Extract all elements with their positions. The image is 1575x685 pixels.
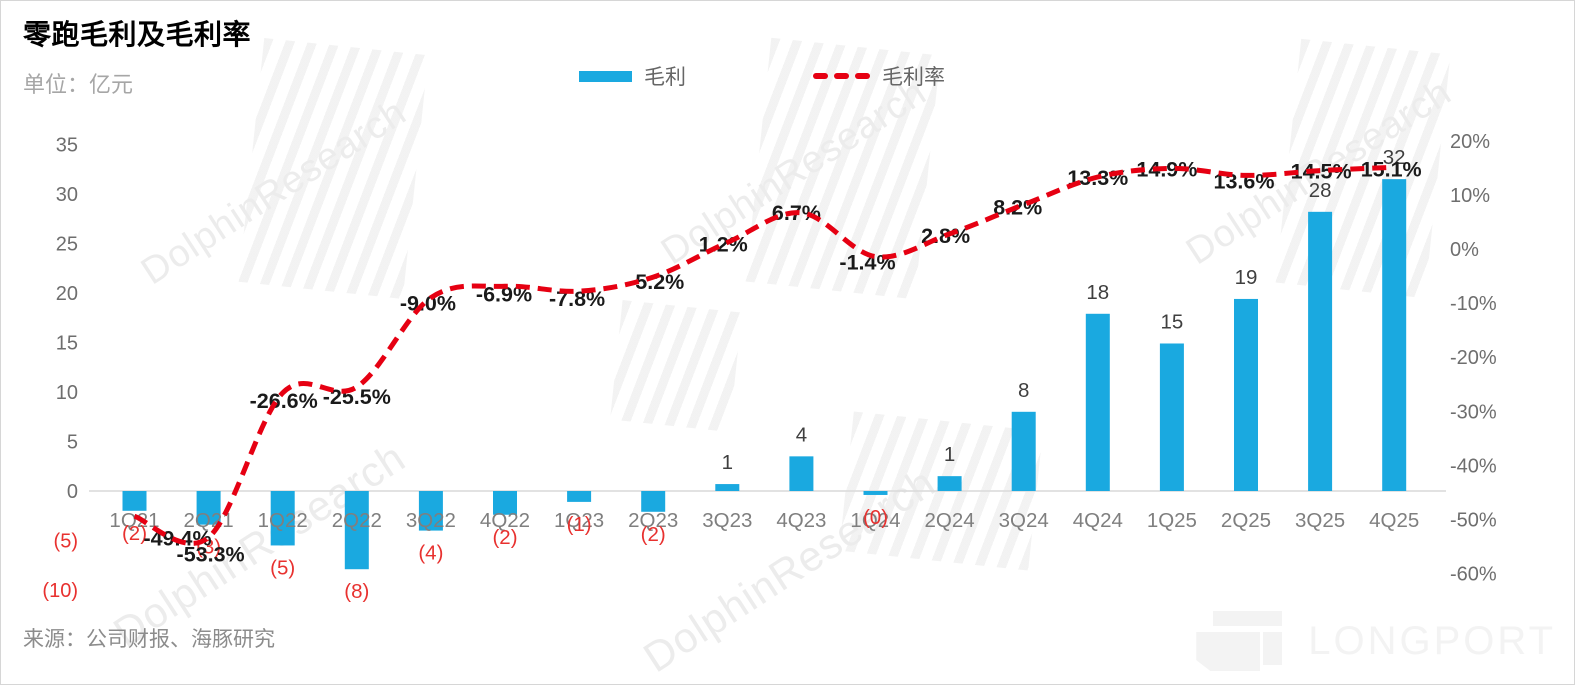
margin-label-1Q23: -7.8% <box>549 287 605 311</box>
left-axis-tick: 35 <box>56 135 78 157</box>
right-axis-tick: -30% <box>1450 401 1497 423</box>
legend-item-gross-margin: 毛利率 <box>813 61 945 91</box>
left-axis-tick: 0 <box>67 481 78 503</box>
bar-label-2Q22: (8) <box>344 580 369 603</box>
x-tick-2Q25: 2Q25 <box>1221 509 1271 532</box>
bar-label-4Q22: (2) <box>492 526 517 549</box>
x-tick-1Q23: 1Q23 <box>554 509 604 532</box>
bar-4Q25 <box>1382 179 1407 491</box>
x-tick-3Q24: 3Q24 <box>999 509 1049 532</box>
right-axis-tick: 0% <box>1450 239 1479 261</box>
bar-3Q22 <box>418 491 443 531</box>
right-axis-tick: -40% <box>1450 455 1497 477</box>
left-axis-tick: 10 <box>56 382 78 404</box>
x-tick-2Q23: 2Q23 <box>628 509 678 532</box>
left-axis-tick: 25 <box>56 234 78 256</box>
x-tick-1Q22: 1Q22 <box>258 509 308 532</box>
bar-1Q25 <box>1159 343 1184 491</box>
bar-series-swatch <box>579 70 632 82</box>
bar-1Q23 <box>567 491 592 502</box>
x-tick-2Q21: 2Q21 <box>184 509 234 532</box>
bar-3Q24 <box>1011 411 1036 491</box>
x-tick-1Q21: 1Q21 <box>109 509 159 532</box>
gross-margin-line <box>133 164 1395 546</box>
margin-label-2Q21: -53.3% <box>177 542 245 566</box>
bar-label-1Q23: (1) <box>567 513 592 536</box>
bar-label-1Q21: (2) <box>122 522 147 545</box>
line-series-swatch <box>813 73 870 79</box>
x-tick-2Q22: 2Q22 <box>332 509 382 532</box>
left-axis-tick: 20 <box>56 283 78 305</box>
left-axis-tick: (10) <box>42 580 78 602</box>
bar-label-1Q25: 15 <box>1160 310 1183 333</box>
unit-label: 单位：亿元 <box>23 72 134 97</box>
right-axis-tick: -10% <box>1450 293 1497 315</box>
bar-2Q25 <box>1234 298 1258 491</box>
legend-label: 毛利 <box>644 66 686 89</box>
bar-1Q22 <box>270 491 295 546</box>
bar-3Q23 <box>715 484 740 491</box>
bar-label-3Q22: (4) <box>418 542 443 565</box>
right-axis-tick: -20% <box>1450 347 1497 369</box>
x-tick-4Q25: 4Q25 <box>1369 509 1419 532</box>
bar-label-4Q23: 4 <box>796 423 807 446</box>
margin-label-3Q23: 1.2% <box>699 233 748 257</box>
left-axis-tick: 15 <box>56 333 78 355</box>
bar-1Q24 <box>863 491 888 495</box>
x-tick-4Q23: 4Q23 <box>776 509 826 532</box>
bar-label-3Q23: 1 <box>722 451 733 474</box>
legend-item-gross-profit: 毛利 <box>579 61 686 91</box>
x-tick-3Q22: 3Q22 <box>406 509 456 532</box>
margin-label-3Q22: -9.0% <box>400 292 456 316</box>
bar-1Q21 <box>122 491 147 511</box>
bar-label-1Q22: (5) <box>270 556 295 579</box>
bar-2Q23 <box>641 491 666 512</box>
margin-label-4Q25: 15.1% <box>1361 157 1422 181</box>
x-tick-2Q24: 2Q24 <box>925 509 975 532</box>
legend-label: 毛利率 <box>882 66 945 89</box>
x-tick-4Q24: 4Q24 <box>1073 509 1123 532</box>
bar-2Q22 <box>344 491 369 570</box>
bar-3Q25 <box>1308 211 1333 491</box>
bar-label-1Q24: (0) <box>863 506 888 529</box>
x-tick-3Q25: 3Q25 <box>1295 509 1345 532</box>
page-title: 零跑毛利及毛利率 <box>23 19 252 50</box>
bar-2Q21 <box>196 491 221 525</box>
bar-label-3Q24: 8 <box>1018 379 1029 402</box>
bar-label-4Q25: 32 <box>1383 146 1406 169</box>
left-axis-tick: (5) <box>54 531 78 553</box>
right-axis-tick: 10% <box>1450 185 1490 207</box>
x-tick-3Q23: 3Q23 <box>702 509 752 532</box>
x-tick-4Q22: 4Q22 <box>480 509 530 532</box>
right-axis-tick: -50% <box>1450 510 1497 532</box>
source-note: 来源：公司财报、海豚研究 <box>23 628 275 651</box>
bar-4Q22 <box>493 491 517 515</box>
bar-label-2Q24: 1 <box>944 443 955 466</box>
left-axis-tick: 30 <box>56 184 78 206</box>
bar-2Q24 <box>937 476 962 491</box>
right-axis-tick: 20% <box>1450 131 1490 153</box>
bar-label-2Q25: 19 <box>1235 266 1258 289</box>
right-axis-tick: -60% <box>1450 564 1497 586</box>
bar-4Q24 <box>1085 313 1110 491</box>
margin-label-2Q22: -25.5% <box>323 385 391 409</box>
left-axis-tick: 5 <box>67 432 78 454</box>
x-tick-1Q24: 1Q24 <box>850 509 900 532</box>
bar-4Q23 <box>789 456 814 491</box>
x-tick-1Q25: 1Q25 <box>1147 509 1197 532</box>
bar-label-3Q25: 28 <box>1309 179 1332 202</box>
bar-label-4Q24: 18 <box>1086 281 1109 304</box>
bar-label-2Q23: (2) <box>641 523 666 546</box>
